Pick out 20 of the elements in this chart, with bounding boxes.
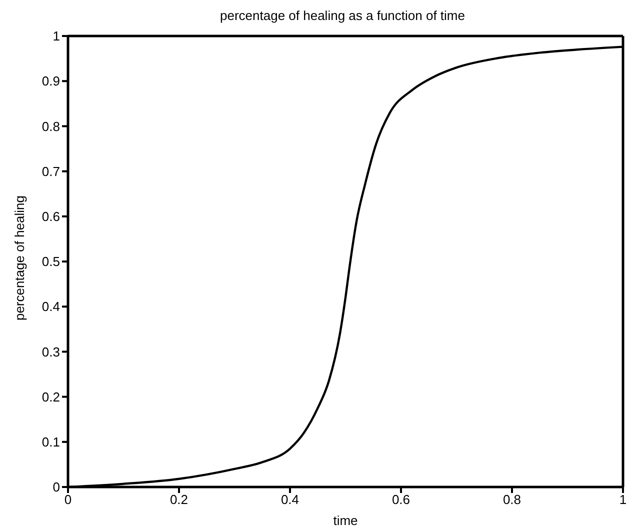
x-tick-label: 0.4 bbox=[280, 492, 300, 508]
y-tick-label: 0 bbox=[52, 480, 60, 495]
y-tick-label: 0.8 bbox=[42, 118, 60, 134]
y-tick-label: 0.1 bbox=[42, 434, 60, 450]
x-axis-title: time bbox=[333, 513, 358, 528]
y-tick-label: 0.2 bbox=[42, 389, 60, 404]
x-tick-label: 0.8 bbox=[502, 492, 522, 508]
y-tick-label: 0.5 bbox=[42, 254, 60, 270]
x-tick-label: 0.6 bbox=[392, 492, 410, 508]
x-tick-label: 1 bbox=[619, 492, 627, 508]
y-tick-label: 0.4 bbox=[42, 299, 60, 314]
x-tick-label: 0 bbox=[64, 492, 72, 508]
chart-title: percentage of healing as a function of time bbox=[219, 8, 466, 24]
y-axis-title: percentage of healing bbox=[12, 195, 28, 321]
y-tick-label: 1 bbox=[52, 28, 60, 44]
y-tick-label: 0.3 bbox=[42, 344, 60, 360]
x-tick-label: 0.2 bbox=[170, 492, 188, 508]
y-tick-label: 0.9 bbox=[42, 74, 60, 89]
y-tick-label: 0.7 bbox=[42, 164, 60, 179]
y-tick-label: 0.6 bbox=[42, 209, 60, 224]
